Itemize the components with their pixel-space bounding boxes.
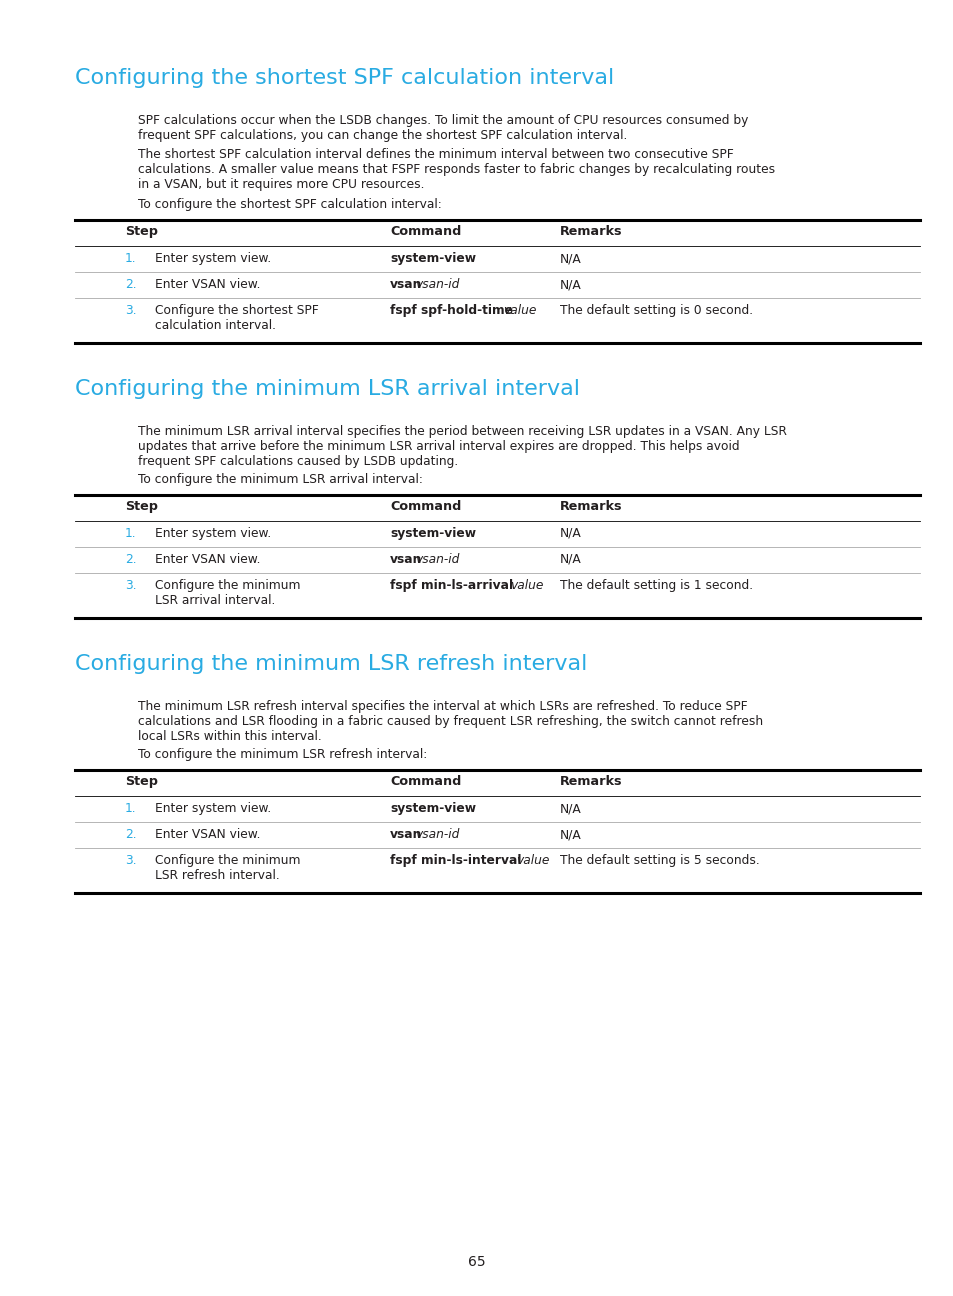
Text: fspf min-ls-arrival: fspf min-ls-arrival <box>390 579 513 592</box>
Text: Remarks: Remarks <box>559 775 622 788</box>
Text: Step: Step <box>125 500 158 513</box>
Text: The default setting is 5 seconds.: The default setting is 5 seconds. <box>559 854 759 867</box>
Text: calculation interval.: calculation interval. <box>154 319 275 332</box>
Text: N/A: N/A <box>559 802 581 815</box>
Text: Enter VSAN view.: Enter VSAN view. <box>154 553 260 566</box>
Text: Enter system view.: Enter system view. <box>154 251 271 264</box>
Text: 1.: 1. <box>125 527 136 540</box>
Text: N/A: N/A <box>559 553 581 566</box>
Text: The default setting is 1 second.: The default setting is 1 second. <box>559 579 752 592</box>
Text: The minimum LSR refresh interval specifies the interval at which LSRs are refres: The minimum LSR refresh interval specifi… <box>138 700 762 743</box>
Text: To configure the shortest SPF calculation interval:: To configure the shortest SPF calculatio… <box>138 198 441 211</box>
Text: 3.: 3. <box>125 579 136 592</box>
Text: system-view: system-view <box>390 251 476 264</box>
Text: To configure the minimum LSR refresh interval:: To configure the minimum LSR refresh int… <box>138 748 427 761</box>
Text: vsan-id: vsan-id <box>415 828 459 841</box>
Text: The default setting is 0 second.: The default setting is 0 second. <box>559 305 752 318</box>
Text: Configuring the minimum LSR arrival interval: Configuring the minimum LSR arrival inte… <box>75 378 579 399</box>
Text: fspf spf-hold-time: fspf spf-hold-time <box>390 305 513 318</box>
Text: value: value <box>509 579 542 592</box>
Text: system-view: system-view <box>390 802 476 815</box>
Text: Enter VSAN view.: Enter VSAN view. <box>154 279 260 292</box>
Text: Command: Command <box>390 226 461 238</box>
Text: Enter system view.: Enter system view. <box>154 527 271 540</box>
Text: 2.: 2. <box>125 553 136 566</box>
Text: The minimum LSR arrival interval specifies the period between receiving LSR upda: The minimum LSR arrival interval specifi… <box>138 425 786 468</box>
Text: 2.: 2. <box>125 279 136 292</box>
Text: N/A: N/A <box>559 828 581 841</box>
Text: 3.: 3. <box>125 854 136 867</box>
Text: The shortest SPF calculation interval defines the minimum interval between two c: The shortest SPF calculation interval de… <box>138 148 774 191</box>
Text: vsan: vsan <box>390 828 422 841</box>
Text: Configuring the shortest SPF calculation interval: Configuring the shortest SPF calculation… <box>75 67 614 88</box>
Text: Command: Command <box>390 500 461 513</box>
Text: To configure the minimum LSR arrival interval:: To configure the minimum LSR arrival int… <box>138 473 422 486</box>
Text: N/A: N/A <box>559 279 581 292</box>
Text: Command: Command <box>390 775 461 788</box>
Text: vsan: vsan <box>390 553 422 566</box>
Text: Remarks: Remarks <box>559 226 622 238</box>
Text: Remarks: Remarks <box>559 500 622 513</box>
Text: LSR refresh interval.: LSR refresh interval. <box>154 870 279 883</box>
Text: vsan-id: vsan-id <box>415 553 459 566</box>
Text: LSR arrival interval.: LSR arrival interval. <box>154 594 275 607</box>
Text: Step: Step <box>125 775 158 788</box>
Text: Enter system view.: Enter system view. <box>154 802 271 815</box>
Text: 1.: 1. <box>125 802 136 815</box>
Text: N/A: N/A <box>559 527 581 540</box>
Text: Configure the minimum: Configure the minimum <box>154 579 300 592</box>
Text: 3.: 3. <box>125 305 136 318</box>
Text: Configure the shortest SPF: Configure the shortest SPF <box>154 305 318 318</box>
Text: Enter VSAN view.: Enter VSAN view. <box>154 828 260 841</box>
Text: 65: 65 <box>468 1255 485 1269</box>
Text: fspf min-ls-interval: fspf min-ls-interval <box>390 854 521 867</box>
Text: Configure the minimum: Configure the minimum <box>154 854 300 867</box>
Text: Step: Step <box>125 226 158 238</box>
Text: SPF calculations occur when the LSDB changes. To limit the amount of CPU resourc: SPF calculations occur when the LSDB cha… <box>138 114 747 143</box>
Text: vsan-id: vsan-id <box>415 279 459 292</box>
Text: N/A: N/A <box>559 251 581 264</box>
Text: vsan: vsan <box>390 279 422 292</box>
Text: 1.: 1. <box>125 251 136 264</box>
Text: system-view: system-view <box>390 527 476 540</box>
Text: Configuring the minimum LSR refresh interval: Configuring the minimum LSR refresh inte… <box>75 654 587 674</box>
Text: value: value <box>516 854 549 867</box>
Text: 2.: 2. <box>125 828 136 841</box>
Text: value: value <box>503 305 537 318</box>
